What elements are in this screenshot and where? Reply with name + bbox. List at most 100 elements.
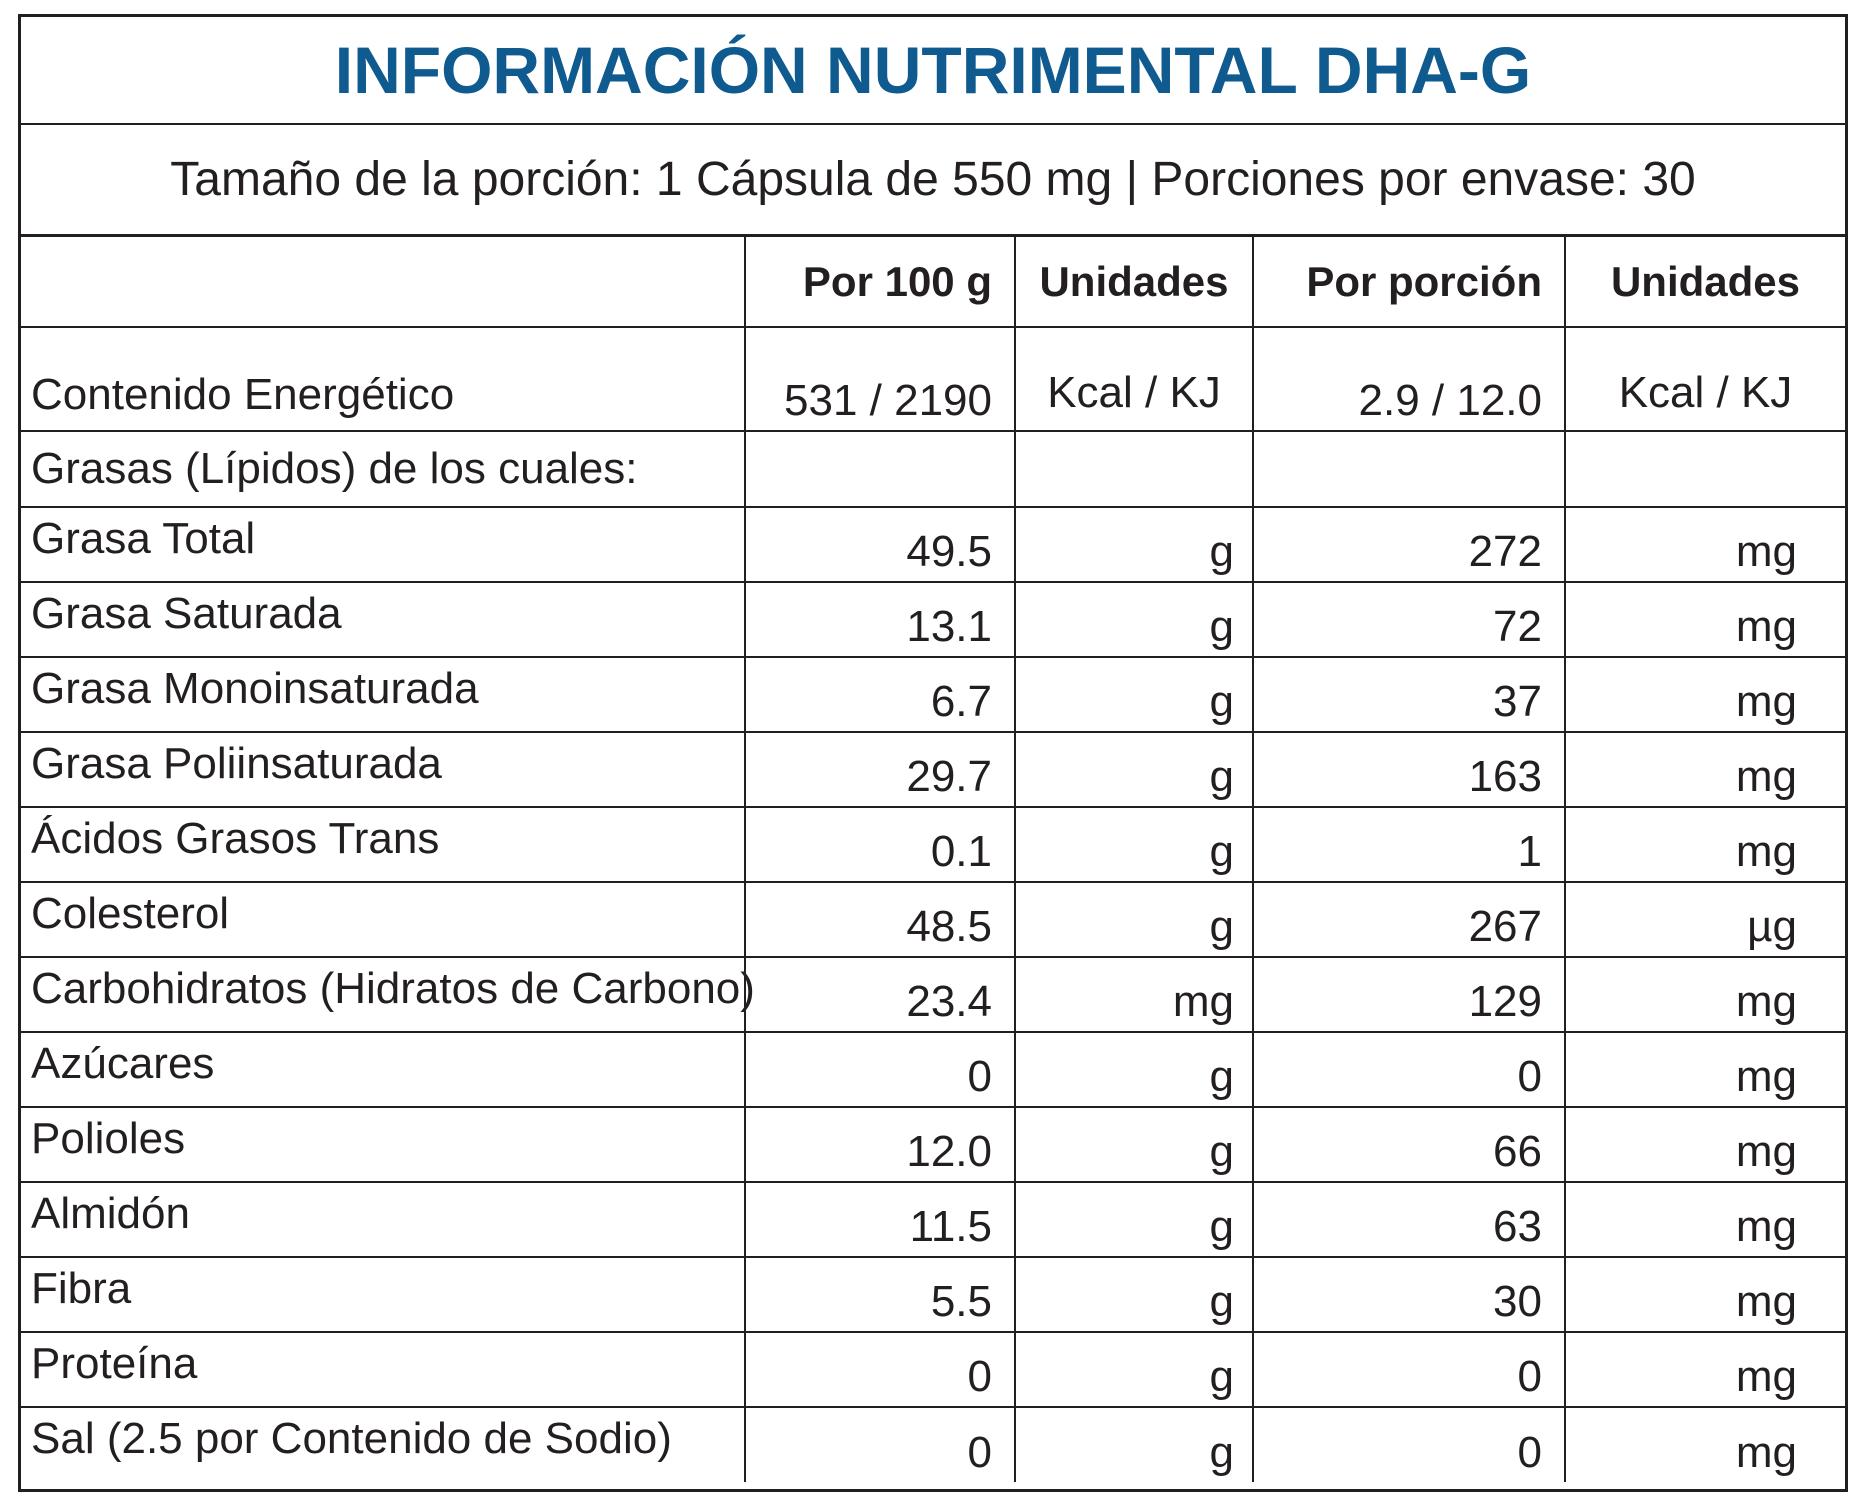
nutrient-label: Grasas (Lípidos) de los cuales: [21,431,746,508]
unit-per-serving: mg [1565,582,1845,658]
unit-per-100g: g [1015,582,1254,658]
value-per-100g: 29.7 [745,732,1016,808]
value-per-serving: 0 [1253,1332,1566,1408]
nutrient-label: Fibra [21,1257,746,1333]
table-row: Sal (2.5 por Contenido de Sodio) 0 g 0 mg [21,1407,1845,1482]
unit-per-100g: g [1015,1332,1254,1408]
value-per-serving: 1 [1253,807,1566,883]
table-row: Carbohidratos (Hidratos de Carbono) 23.4 m… [21,957,1845,1033]
nutrient-label: Grasa Saturada [21,582,746,658]
table-body: Contenido Energético 531 / 2190 Kcal / KJ 2… [21,327,1845,1482]
table-row: Fibra 5.5 g 30 mg [21,1257,1845,1333]
title-bar: INFORMACIÓN NUTRIMENTAL DHA-G [21,17,1845,125]
value-per-100g: 48.5 [745,882,1016,958]
nutrient-label: Azúcares [21,1032,746,1108]
unit-per-serving: mg [1565,657,1845,733]
value-per-serving: 37 [1253,657,1566,733]
unit-per-100g: mg [1015,957,1254,1033]
unit-per-100g: Kcal / KJ [1015,327,1254,432]
table-row: Colesterol 48.5 g 267 µg [21,882,1845,958]
value-per-serving: 267 [1253,882,1566,958]
unit-per-100g: g [1015,882,1254,958]
unit-per-100g: g [1015,807,1254,883]
value-per-serving: 0 [1253,1407,1566,1482]
unit-per-serving: mg [1735,1428,1797,1477]
table-row: Grasas (Lípidos) de los cuales: [21,431,1845,508]
table-row: Almidón 11.5 g 63 mg [21,1182,1845,1258]
value-per-serving: 129 [1253,957,1566,1033]
value-per-100g: 0 [745,1332,1016,1408]
unit-per-100g: g [1015,732,1254,808]
header-per-serving: Por porción [1253,237,1566,328]
nutrition-facts-panel: INFORMACIÓN NUTRIMENTAL DHA-G Tamaño de … [18,14,1848,1492]
header-nutrient [21,237,746,328]
unit-per-serving: mg [1565,507,1845,583]
unit-per-100g: g [1015,1257,1254,1333]
value-per-100g: 0 [745,1407,1016,1482]
unit-per-serving: mg [1565,957,1845,1033]
table-row: Grasa Total 49.5 g 272 mg [21,507,1845,583]
unit-per-serving: mg [1565,732,1845,808]
value-per-100g: 13.1 [745,582,1016,658]
value-per-100g: 12.0 [745,1107,1016,1183]
table-row: Polioles 12.0 g 66 mg [21,1107,1845,1183]
nutrient-label: Carbohidratos (Hidratos de Carbono) [21,957,755,1033]
nutrient-label: Polioles [21,1107,746,1183]
unit-per-serving: mg [1565,1332,1845,1408]
nutrient-label: Grasa Total [21,507,746,583]
value-per-serving: 163 [1253,732,1566,808]
value-per-100g: 23.4 [745,957,1016,1033]
unit-per-100g: g [1015,507,1254,583]
unit-per-100g: g [1015,657,1254,733]
nutrient-label: Proteína [21,1332,746,1408]
unit-per-serving [1565,431,1845,508]
value-per-100g [745,431,1016,508]
value-per-serving [1253,431,1566,508]
nutrient-label: Grasa Monoinsaturada [21,657,746,733]
nutrient-label: Sal (2.5 por Contenido de Sodio) [21,1407,746,1482]
nutrient-label: Almidón [21,1182,746,1258]
header-units-100g: Unidades [1015,237,1254,328]
nutrient-label: Ácidos Grasos Trans [21,807,746,883]
value-per-serving: 2.9 / 12.0 [1253,327,1566,432]
value-per-100g: 11.5 [745,1182,1016,1258]
value-per-100g: 0.1 [745,807,1016,883]
table-row: Grasa Monoinsaturada 6.7 g 37 mg [21,657,1845,733]
value-per-serving: 72 [1253,582,1566,658]
table-header-row: Por 100 g Unidades Por porción Unidades [21,237,1845,328]
value-per-serving: 63 [1253,1182,1566,1258]
value-per-serving: 66 [1253,1107,1566,1183]
unit-per-serving: mg [1565,807,1845,883]
nutrient-label: Contenido Energético [21,327,746,432]
table-row: Ácidos Grasos Trans 0.1 g 1 mg [21,807,1845,883]
serving-info-bar: Tamaño de la porción: 1 Cápsula de 550 m… [21,125,1845,237]
unit-per-100g: g [1015,1182,1254,1258]
unit-per-serving: Kcal / KJ [1565,327,1845,432]
header-per-100g: Por 100 g [745,237,1016,328]
value-per-100g: 6.7 [745,657,1016,733]
value-per-100g: 531 / 2190 [745,327,1016,432]
nutrient-label: Grasa Poliinsaturada [21,732,746,808]
unit-per-serving: µg [1565,882,1845,958]
serving-info: Tamaño de la porción: 1 Cápsula de 550 m… [170,153,1696,206]
table-row: Grasa Poliinsaturada 29.7 g 163 mg [21,732,1845,808]
table-row: Proteína 0 g 0 mg [21,1332,1845,1408]
unit-per-serving: mg [1565,1032,1845,1108]
nutrition-table: Por 100 g Unidades Por porción Unidades … [21,237,1845,1482]
value-per-100g: 49.5 [745,507,1016,583]
value-per-serving: 272 [1253,507,1566,583]
table-row: Grasa Saturada 13.1 g 72 mg [21,582,1845,658]
unit-per-100g: g [1015,1407,1254,1482]
header-units-serving: Unidades [1565,237,1845,328]
unit-per-100g: g [1015,1107,1254,1183]
value-per-serving: 0 [1253,1032,1566,1108]
page-title: INFORMACIÓN NUTRIMENTAL DHA-G [334,33,1532,107]
unit-per-serving: mg [1565,1257,1845,1333]
table-row: Azúcares 0 g 0 mg [21,1032,1845,1108]
unit-per-serving: mg [1565,1182,1845,1258]
value-per-100g: 5.5 [745,1257,1016,1333]
unit-per-serving: mg [1565,1107,1845,1183]
value-per-serving: 30 [1253,1257,1566,1333]
unit-per-100g [1015,431,1254,508]
unit-per-100g: g [1015,1032,1254,1108]
